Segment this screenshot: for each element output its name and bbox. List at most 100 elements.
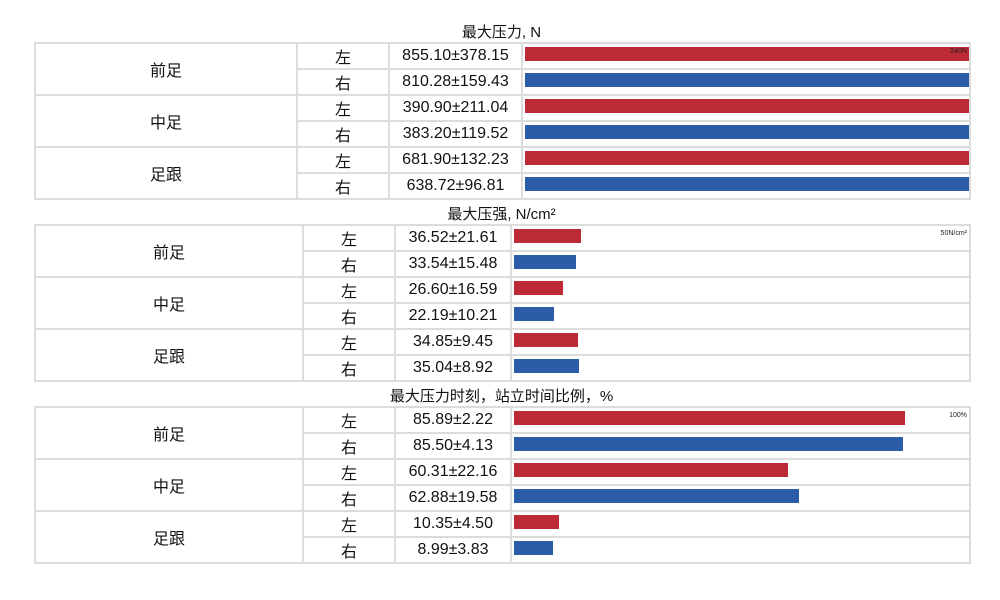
bar-cell [510,432,971,460]
section-title: 最大压力, N [461,24,542,41]
value-cell: 8.99±3.83 [394,536,512,564]
table-row: 中足左 26.60±16.59 [34,276,971,330]
bar-cell [521,146,971,174]
table-row: 前足左 85.89±2.22 100% [34,406,971,460]
right-bar [525,177,969,191]
right-bar [514,255,576,269]
right-bar [514,437,903,451]
table-row: 右 638.72±96.81 [35,172,971,200]
bar-cell [521,68,971,96]
value-cell: 390.90±211.04 [388,94,523,122]
table-row: 中足左 60.31±22.16 [34,458,971,512]
left-bar [514,281,563,295]
value-cell: 34.85±9.45 [394,328,512,356]
scale-label: 240N [950,48,967,55]
foot-region: 中足 [34,458,304,512]
bar-cell: 100% [510,406,971,434]
side-label: 左 [302,510,396,538]
table-row: 右 85.50±4.13 [35,432,971,460]
metric-section: 最大压力时刻，站立时间比例，% 前足左 85.89±2.22 100% 右 85.50±4… [34,388,971,564]
metric-table: 前足左 85.89±2.22 100% 右 85.50±4.13 中足左 60.31±22.… [34,406,971,564]
left-bar [525,47,969,61]
side-label: 左 [296,146,390,174]
table-row: 右 383.20±119.52 [35,120,971,148]
metric-table: 前足左 855.10±378.15 240N 右 810.28±159.43 中足左 390… [34,42,971,200]
table-row: 足跟左 681.90±132.23 [34,146,971,200]
bar-cell [510,484,971,512]
value-cell: 60.31±22.16 [394,458,512,486]
table-row: 前足左 36.52±21.61 50N/cm² [34,224,971,278]
right-bar [514,489,800,503]
table-row: 右 8.99±3.83 [35,536,971,564]
value-cell: 85.89±2.22 [394,406,512,434]
bar-cell [510,328,971,356]
right-bar [514,359,579,373]
scale-label: 50N/cm² [940,230,967,237]
section-title: 最大压强, N/cm² [447,206,556,223]
metric-section: 最大压强, N/cm² 前足左 36.52±21.61 50N/cm² 右 33.54±1… [34,206,971,382]
value-cell: 22.19±10.21 [394,302,512,330]
metric-section: 最大压力, N 前足左 855.10±378.15 240N 右 810.28±159.4… [34,24,971,200]
left-bar [525,99,969,113]
foot-region: 足跟 [34,328,304,382]
left-bar [514,229,582,243]
bar-cell [521,120,971,148]
side-label: 左 [302,224,396,252]
value-cell: 35.04±8.92 [394,354,512,382]
foot-region: 足跟 [34,146,298,200]
table-row: 右 35.04±8.92 [35,354,971,382]
table-row: 中足左 390.90±211.04 [34,94,971,148]
value-cell: 855.10±378.15 [388,42,523,70]
bar-cell [521,172,971,200]
bar-cell: 50N/cm² [510,224,971,252]
bar-cell [510,276,971,304]
value-cell: 36.52±21.61 [394,224,512,252]
side-label: 右 [296,68,390,96]
table-row: 右 810.28±159.43 [35,68,971,96]
value-cell: 383.20±119.52 [388,120,523,148]
value-cell: 26.60±16.59 [394,276,512,304]
side-label: 左 [302,276,396,304]
bar-cell [510,250,971,278]
value-cell: 810.28±159.43 [388,68,523,96]
side-label: 左 [296,94,390,122]
left-bar [514,515,560,529]
side-label: 右 [296,172,390,200]
side-label: 右 [296,120,390,148]
value-cell: 10.35±4.50 [394,510,512,538]
side-label: 左 [302,406,396,434]
side-label: 右 [302,250,396,278]
side-label: 左 [296,42,390,70]
right-bar [514,541,554,555]
foot-region: 足跟 [34,510,304,564]
metric-table: 前足左 36.52±21.61 50N/cm² 右 33.54±15.48 中足左 26.6… [34,224,971,382]
bar-cell [510,354,971,382]
side-label: 右 [302,302,396,330]
value-cell: 85.50±4.13 [394,432,512,460]
bar-cell [510,510,971,538]
side-label: 左 [302,328,396,356]
table-row: 右 62.88±19.58 [35,484,971,512]
foot-region: 前足 [34,224,304,278]
value-cell: 33.54±15.48 [394,250,512,278]
left-bar [514,463,788,477]
side-label: 右 [302,432,396,460]
bar-cell [510,302,971,330]
section-title: 最大压力时刻，站立时间比例，% [389,388,614,405]
table-row: 前足左 855.10±378.15 240N [34,42,971,96]
side-label: 右 [302,484,396,512]
bar-cell [510,536,971,564]
left-bar [525,151,969,165]
right-bar [525,125,969,139]
left-bar [514,333,579,347]
foot-region: 中足 [34,276,304,330]
foot-region: 中足 [34,94,298,148]
bar-cell [510,458,971,486]
value-cell: 638.72±96.81 [388,172,523,200]
side-label: 右 [302,536,396,564]
value-cell: 62.88±19.58 [394,484,512,512]
side-label: 右 [302,354,396,382]
table-row: 足跟左 10.35±4.50 [34,510,971,564]
table-row: 右 22.19±10.21 [35,302,971,330]
side-label: 左 [302,458,396,486]
